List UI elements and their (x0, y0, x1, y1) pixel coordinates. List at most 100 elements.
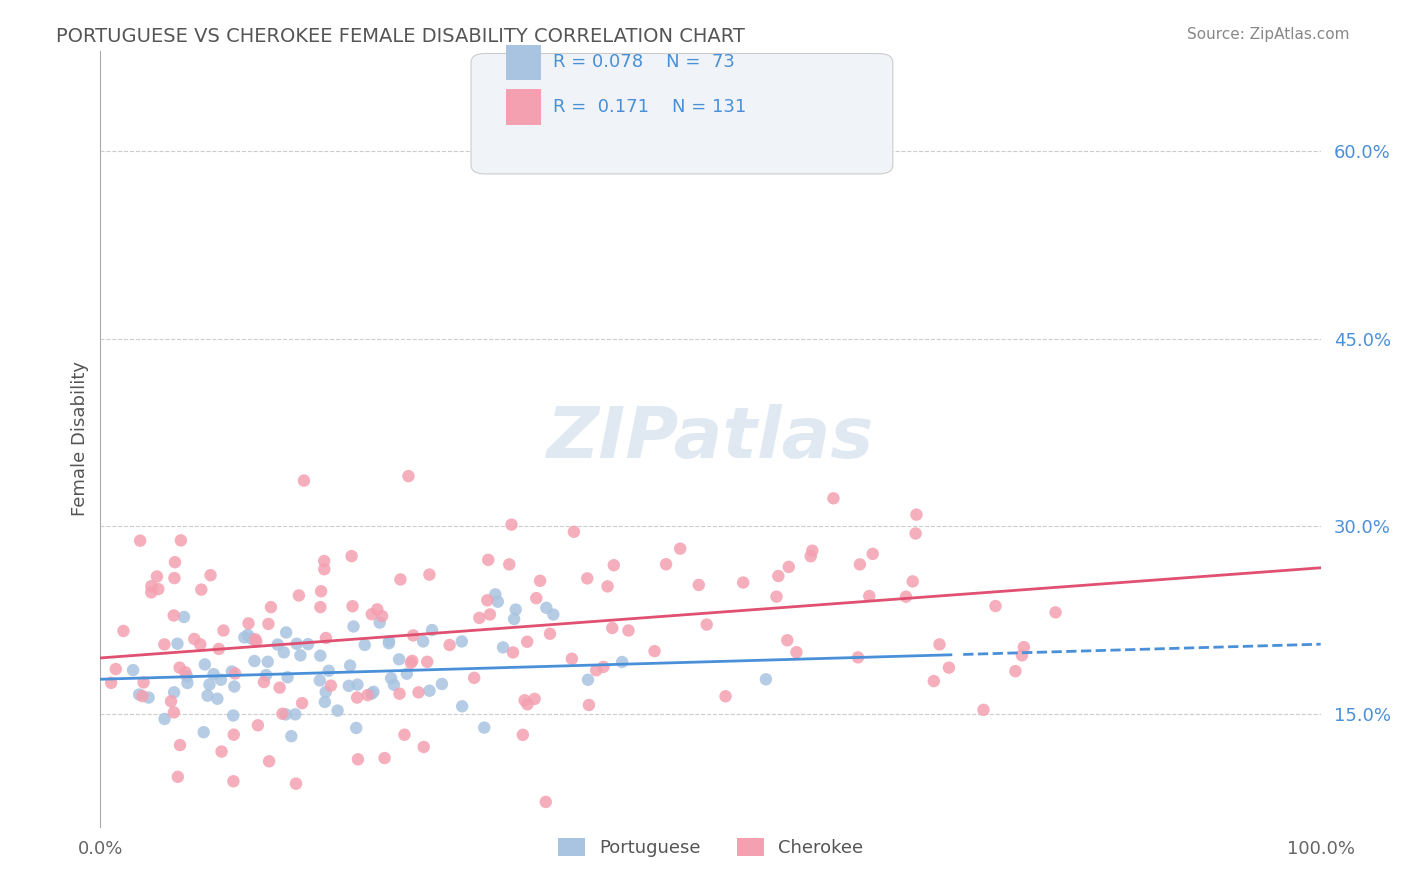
Point (309, 600, 332, 615)
Point (176, 669, 198, 683)
Point (173, 610, 195, 624)
Point (388, 652, 411, 666)
Point (688, 578, 710, 592)
Point (1012, 640, 1035, 654)
Point (576, 571, 599, 585)
Point (394, 728, 416, 742)
Point (439, 638, 461, 652)
Point (153, 637, 176, 651)
Point (371, 609, 394, 624)
Point (132, 675, 155, 690)
Point (346, 690, 368, 705)
Point (655, 558, 678, 572)
Point (534, 795, 557, 809)
Point (928, 637, 950, 651)
Point (238, 616, 260, 631)
Point (200, 568, 222, 582)
Point (644, 644, 666, 658)
Point (100, 676, 122, 690)
Point (468, 611, 491, 625)
Point (776, 633, 799, 648)
Point (342, 619, 364, 633)
Point (538, 626, 561, 640)
Text: R = 0.078    N =  73: R = 0.078 N = 73 (553, 54, 734, 71)
Point (163, 555, 186, 569)
Point (768, 569, 790, 583)
Point (374, 751, 396, 765)
Point (243, 654, 266, 668)
Point (578, 698, 600, 712)
Point (211, 745, 233, 759)
Point (905, 508, 928, 522)
Point (288, 589, 311, 603)
Point (904, 526, 927, 541)
Point (174, 665, 197, 680)
Point (714, 690, 737, 704)
Point (585, 663, 607, 677)
Point (418, 567, 440, 582)
Point (501, 517, 523, 532)
Point (148, 582, 170, 596)
Point (138, 690, 160, 705)
Point (128, 688, 150, 702)
Point (169, 660, 191, 674)
Point (800, 549, 823, 564)
Point (600, 621, 623, 635)
Point (290, 648, 312, 663)
Point (339, 658, 361, 673)
Point (193, 725, 215, 739)
Point (347, 752, 370, 766)
Point (472, 721, 495, 735)
Point (484, 587, 506, 601)
Point (163, 608, 186, 623)
Point (984, 599, 1007, 613)
Point (363, 685, 385, 699)
Point (846, 650, 869, 665)
Point (418, 683, 440, 698)
Point (153, 712, 176, 726)
Point (224, 666, 246, 681)
Point (319, 679, 342, 693)
Point (233, 631, 256, 645)
Text: PORTUGUESE VS CHEROKEE FEMALE DISABILITY CORRELATION CHART: PORTUGUESE VS CHEROKEE FEMALE DISABILITY… (56, 27, 745, 45)
Point (141, 585, 163, 599)
Point (254, 668, 277, 682)
Point (276, 625, 298, 640)
Point (292, 474, 315, 488)
Point (176, 676, 198, 690)
Point (389, 573, 412, 587)
Point (696, 617, 718, 632)
Point (245, 634, 267, 648)
Point (503, 612, 526, 626)
Point (401, 654, 423, 668)
Point (765, 590, 787, 604)
Point (516, 698, 538, 712)
Point (222, 774, 245, 789)
Point (785, 645, 807, 659)
Point (368, 615, 391, 630)
Point (146, 569, 169, 583)
Point (755, 673, 778, 687)
Point (894, 590, 917, 604)
Point (513, 693, 536, 707)
Point (188, 637, 211, 651)
Point (197, 689, 219, 703)
Point (524, 591, 547, 606)
Point (1011, 648, 1033, 663)
Legend: Portuguese, Cherokee: Portuguese, Cherokee (550, 830, 870, 864)
Point (318, 664, 340, 678)
Point (163, 685, 186, 699)
Point (297, 637, 319, 651)
Point (284, 707, 307, 722)
Point (398, 469, 420, 483)
Point (498, 558, 520, 572)
Point (260, 600, 283, 615)
Point (340, 549, 363, 563)
Point (353, 638, 375, 652)
Point (378, 634, 401, 648)
Point (408, 685, 430, 699)
Point (309, 584, 332, 599)
Point (562, 524, 585, 539)
Point (901, 574, 924, 589)
Point (314, 562, 336, 576)
